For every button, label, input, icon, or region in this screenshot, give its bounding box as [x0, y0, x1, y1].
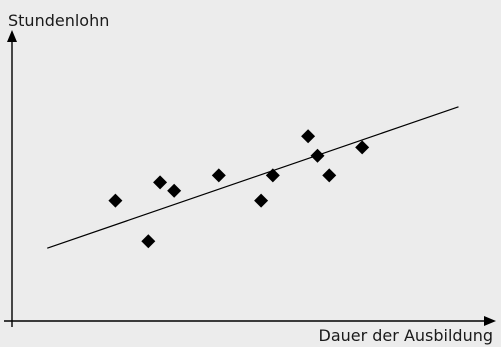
data-point	[265, 168, 280, 183]
data-point	[254, 193, 269, 208]
axes	[4, 30, 496, 327]
data-point	[355, 140, 370, 155]
y-axis-arrow	[7, 30, 17, 42]
data-point	[211, 168, 226, 183]
data-points	[108, 129, 370, 249]
trend-line	[47, 106, 459, 249]
data-point	[153, 175, 168, 190]
y-axis-label: Stundenlohn	[8, 11, 109, 30]
data-point	[167, 183, 182, 198]
data-point	[322, 168, 337, 183]
data-point	[310, 148, 325, 163]
x-axis-label: Dauer der Ausbildung	[319, 326, 494, 345]
data-point	[141, 234, 156, 249]
x-axis-arrow	[484, 316, 496, 326]
data-point	[301, 129, 316, 144]
trend-line-group	[47, 106, 459, 249]
data-point	[108, 193, 123, 208]
